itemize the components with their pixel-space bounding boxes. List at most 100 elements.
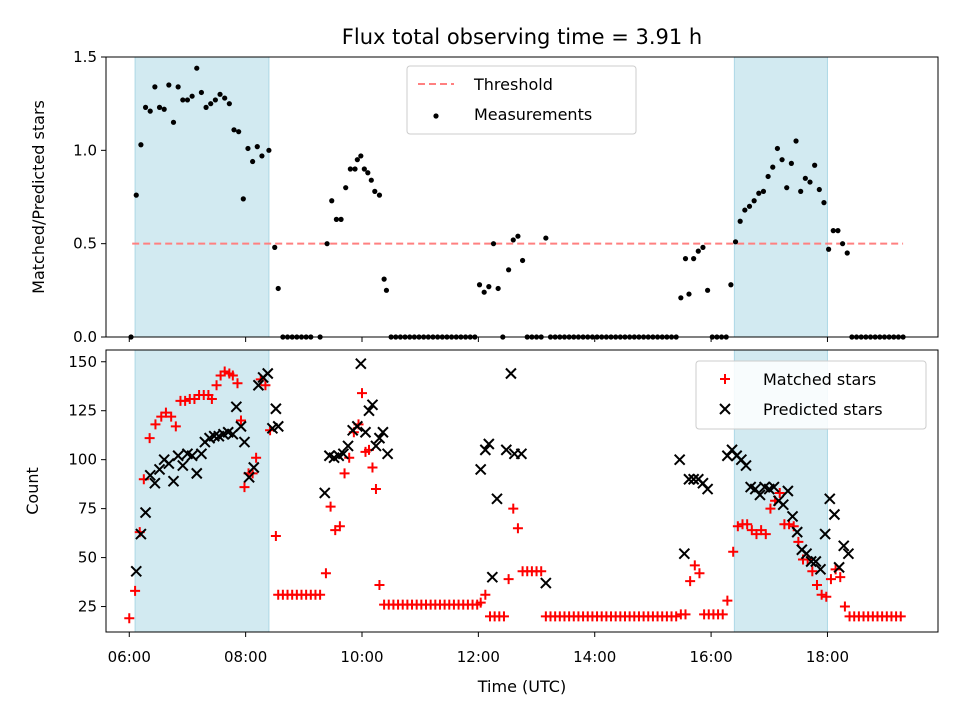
y-axis-label-0: Matched/Predicted stars bbox=[29, 100, 48, 294]
point-predicted-76 bbox=[768, 481, 780, 493]
point-measurement-43 bbox=[338, 216, 344, 222]
point-predicted-54 bbox=[500, 444, 512, 456]
point-predicted-44 bbox=[366, 399, 379, 411]
point-matched-54 bbox=[367, 462, 378, 473]
point-measurement-137 bbox=[765, 173, 771, 180]
point-measurement-29 bbox=[266, 147, 272, 153]
point-predicted-50 bbox=[479, 444, 492, 456]
point-predicted-91 bbox=[838, 540, 850, 552]
point-measurement-147 bbox=[812, 162, 818, 168]
point-matched-18 bbox=[211, 380, 222, 391]
point-measurement-133 bbox=[746, 203, 753, 209]
point-predicted-65 bbox=[701, 483, 714, 495]
point-matched-1 bbox=[130, 585, 141, 596]
point-predicted-37 bbox=[337, 448, 350, 460]
point-matched-133 bbox=[732, 521, 743, 532]
point-matched-151 bbox=[816, 589, 827, 600]
point-measurement-78 bbox=[490, 241, 497, 247]
point-predicted-52 bbox=[486, 571, 499, 583]
point-measurement-10 bbox=[175, 84, 181, 90]
point-predicted-80 bbox=[786, 510, 799, 523]
point-predicted-86 bbox=[814, 563, 827, 576]
point-measurement-7 bbox=[161, 106, 167, 112]
x-tick-label-3: 12:00 bbox=[457, 648, 500, 666]
point-matched-124 bbox=[689, 560, 700, 571]
point-measurement-42 bbox=[333, 216, 339, 222]
point-matched-142 bbox=[774, 487, 785, 498]
point-predicted-45 bbox=[370, 440, 382, 452]
point-predicted-83 bbox=[800, 547, 813, 560]
point-predicted-26 bbox=[248, 461, 260, 474]
point-measurement-21 bbox=[226, 101, 232, 107]
y-tick-label-1-2: 75 bbox=[78, 500, 97, 518]
point-measurement-16 bbox=[203, 104, 209, 110]
shaded-interval-1-0 bbox=[134, 349, 270, 633]
point-measurement-153 bbox=[839, 241, 846, 247]
point-measurement-4 bbox=[147, 108, 153, 114]
point-predicted-9 bbox=[172, 450, 184, 462]
point-matched-154 bbox=[830, 564, 841, 575]
point-measurement-143 bbox=[793, 138, 799, 144]
y-tick-label-0-1: 0.5 bbox=[73, 235, 97, 253]
point-measurement-49 bbox=[361, 166, 367, 172]
point-predicted-25 bbox=[243, 471, 255, 483]
point-matched-28 bbox=[251, 452, 262, 463]
point-measurement-118 bbox=[678, 295, 684, 301]
point-measurement-40 bbox=[324, 241, 330, 247]
point-matched-5 bbox=[150, 419, 161, 430]
panel-count: 25 50 75 100 125 150 Count Matched stars Predict… bbox=[23, 349, 939, 637]
point-matched-22 bbox=[227, 370, 238, 381]
point-measurement-53 bbox=[376, 192, 383, 198]
point-measurement-9 bbox=[170, 119, 177, 125]
point-measurement-151 bbox=[830, 228, 836, 234]
point-predicted-31 bbox=[270, 403, 282, 415]
point-matched-130 bbox=[717, 609, 728, 620]
point-measurement-146 bbox=[807, 179, 813, 185]
point-matched-43 bbox=[320, 568, 331, 579]
point-measurement-148 bbox=[816, 186, 822, 193]
point-measurement-41 bbox=[329, 198, 335, 204]
point-matched-149 bbox=[807, 566, 818, 577]
point-measurement-142 bbox=[788, 160, 794, 166]
y-tick-label-1-0: 25 bbox=[78, 598, 97, 616]
point-measurement-149 bbox=[821, 200, 827, 206]
point-predicted-46 bbox=[373, 432, 386, 444]
point-measurement-123 bbox=[700, 244, 706, 250]
point-measurement-31 bbox=[275, 285, 281, 292]
point-predicted-59 bbox=[673, 453, 686, 466]
point-measurement-27 bbox=[254, 144, 260, 150]
point-measurement-15 bbox=[198, 89, 205, 96]
point-matched-131 bbox=[722, 595, 733, 606]
point-predicted-92 bbox=[842, 547, 855, 560]
point-predicted-24 bbox=[238, 436, 251, 448]
point-measurement-23 bbox=[236, 129, 242, 135]
point-matched-56 bbox=[374, 580, 385, 590]
legend-measurement-swatch bbox=[433, 113, 439, 119]
point-matched-139 bbox=[760, 529, 771, 540]
point-matched-47 bbox=[339, 468, 350, 479]
point-predicted-32 bbox=[272, 420, 284, 433]
point-predicted-17 bbox=[208, 430, 220, 442]
point-measurement-124 bbox=[705, 287, 711, 293]
point-matched-42 bbox=[315, 589, 326, 600]
point-predicted-51 bbox=[483, 438, 495, 450]
point-predicted-2 bbox=[139, 506, 152, 519]
point-matched-120 bbox=[671, 611, 682, 622]
point-measurement-76 bbox=[481, 289, 487, 295]
point-measurement-150 bbox=[826, 246, 832, 252]
point-measurement-83 bbox=[515, 233, 521, 239]
point-matched-91 bbox=[536, 566, 547, 577]
point-measurement-54 bbox=[381, 276, 387, 282]
y-tick-label-0-0: 0.0 bbox=[73, 328, 97, 346]
shaded-interval-0-1 bbox=[733, 56, 828, 338]
point-measurement-25 bbox=[245, 145, 251, 152]
point-predicted-84 bbox=[805, 555, 817, 568]
point-measurement-138 bbox=[770, 164, 776, 170]
point-measurement-24 bbox=[240, 196, 246, 202]
point-measurement-120 bbox=[686, 291, 692, 297]
point-measurement-52 bbox=[372, 188, 378, 194]
point-matched-23 bbox=[232, 378, 243, 389]
point-predicted-78 bbox=[777, 499, 789, 511]
point-matched-46 bbox=[334, 521, 345, 532]
x-tick-label-2: 10:00 bbox=[340, 648, 383, 666]
